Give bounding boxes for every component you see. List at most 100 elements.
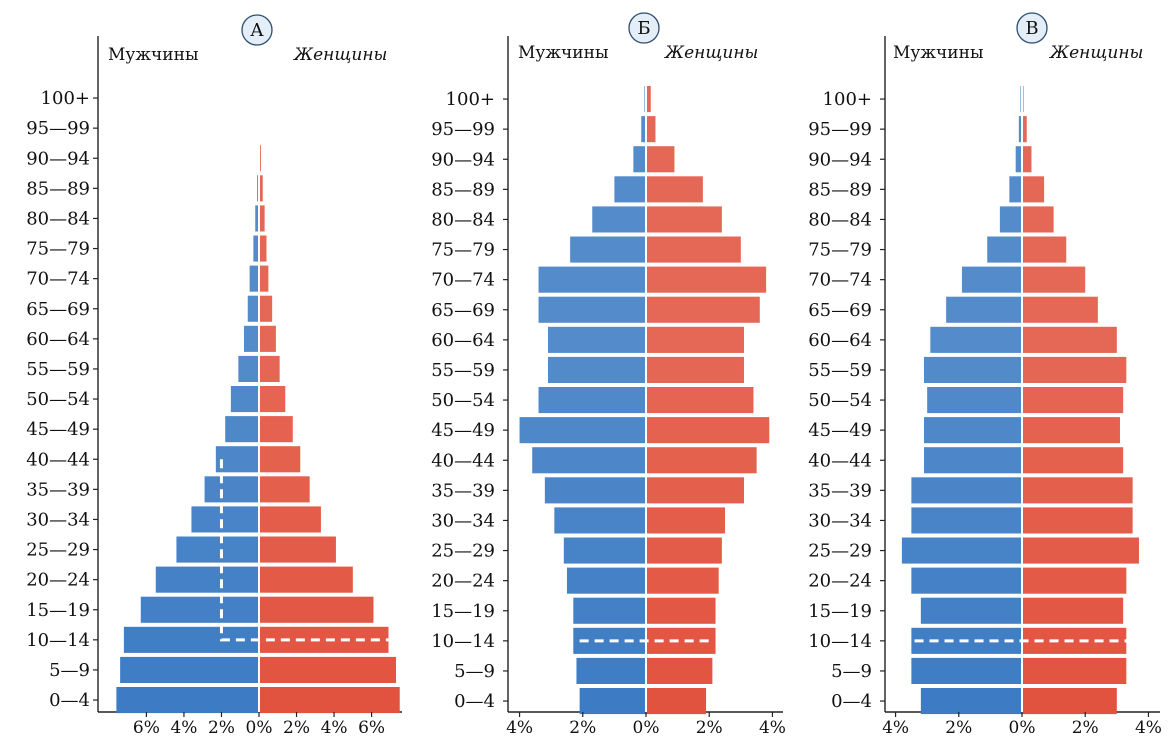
- male-header: Мужчины: [893, 43, 983, 63]
- age-label: 95—99: [431, 119, 495, 140]
- male-bar-5: [176, 536, 259, 563]
- female-bar-16: [259, 205, 265, 232]
- male-bar-14: [249, 265, 259, 292]
- female-bar-10: [1022, 387, 1124, 414]
- male-bar-13: [247, 295, 259, 322]
- age-label: 90—94: [808, 149, 872, 170]
- female-bar-14: [259, 265, 269, 292]
- age-label: 15—19: [26, 600, 90, 621]
- female-bar-5: [1022, 537, 1139, 564]
- female-bar-5: [646, 537, 722, 564]
- male-bar-8: [924, 447, 1022, 474]
- age-label: 45—49: [431, 420, 495, 441]
- age-label: 35—39: [431, 480, 495, 501]
- female-bar-3: [259, 596, 374, 623]
- x-tick-label: 0%: [1009, 718, 1036, 738]
- age-label: 55—59: [26, 359, 90, 380]
- male-header: Мужчины: [518, 43, 608, 63]
- panel-letter: А: [250, 20, 264, 41]
- female-bar-8: [1022, 447, 1124, 474]
- x-tick-label: 4%: [321, 718, 348, 738]
- age-label: 0—4: [831, 691, 872, 712]
- age-label: 45—49: [808, 420, 872, 441]
- male-bar-12: [243, 325, 259, 352]
- male-bar-8: [215, 446, 259, 473]
- female-bar-4: [1022, 567, 1127, 594]
- age-label: 0—4: [49, 690, 90, 711]
- male-bar-4: [911, 567, 1022, 594]
- male-bar-1: [576, 657, 646, 684]
- age-label: 55—59: [431, 360, 495, 381]
- female-header: Женщины: [293, 45, 387, 65]
- pyramid-panel-2: 0—4 5—9 10—14 15—19 20—24 25—29 30—34 35—39 40—4…: [431, 12, 786, 738]
- age-label: 65—69: [26, 299, 90, 320]
- age-label: 45—49: [26, 419, 90, 440]
- female-bar-3: [646, 597, 716, 624]
- panel-letter-circle: [1016, 12, 1048, 44]
- female-bar-10: [646, 387, 754, 414]
- female-bar-18: [1022, 146, 1032, 173]
- pyramid-panel-1: 0—4 5—9 10—14 15—19 20—24 25—29 30—34 35—39 40—4…: [26, 14, 402, 738]
- female-bar-1: [259, 656, 396, 683]
- male-bar-17: [614, 176, 646, 203]
- male-header: Мужчины: [108, 45, 198, 65]
- female-bar-15: [1022, 236, 1067, 263]
- female-bar-12: [1022, 326, 1117, 353]
- age-label: 70—74: [26, 269, 90, 290]
- male-bar-1: [120, 656, 259, 683]
- age-label: 100+: [446, 89, 495, 110]
- male-bar-15: [253, 235, 259, 262]
- age-label: 100+: [823, 89, 872, 110]
- female-bar-3: [1022, 597, 1124, 624]
- female-bar-17: [259, 175, 263, 202]
- age-label: 30—34: [26, 509, 90, 530]
- female-bar-15: [646, 236, 741, 263]
- x-tick-label: 4%: [170, 718, 197, 738]
- age-label: 20—24: [26, 570, 90, 591]
- female-bar-9: [646, 417, 770, 444]
- male-bar-7: [204, 476, 259, 503]
- age-label: 90—94: [26, 148, 90, 169]
- age-label: 85—89: [431, 179, 495, 200]
- male-bar-7: [911, 477, 1022, 504]
- male-bar-5: [901, 537, 1022, 564]
- male-bar-12: [930, 326, 1022, 353]
- panel-letter-circle: [628, 12, 660, 44]
- female-bar-0: [1022, 688, 1117, 715]
- male-bar-15: [570, 236, 646, 263]
- male-bar-4: [566, 567, 646, 594]
- age-label: 65—69: [808, 300, 872, 321]
- male-bar-0: [579, 688, 646, 715]
- male-bar-0: [920, 688, 1022, 715]
- age-label: 30—34: [431, 510, 495, 531]
- age-label: 10—14: [431, 631, 495, 652]
- age-label: 70—74: [431, 270, 495, 291]
- female-bar-19: [1022, 116, 1027, 143]
- female-bar-16: [646, 206, 722, 233]
- female-bar-1: [1022, 657, 1127, 684]
- female-bar-13: [259, 295, 273, 322]
- female-bar-12: [646, 326, 744, 353]
- age-label: 25—29: [431, 541, 495, 562]
- age-label: 75—79: [808, 240, 872, 261]
- age-label: 20—24: [431, 571, 495, 592]
- x-tick-label: 4%: [1135, 718, 1162, 738]
- x-tick-label: 2%: [945, 718, 972, 738]
- age-label: 50—54: [26, 389, 90, 410]
- male-bar-6: [911, 507, 1022, 534]
- female-bar-17: [1022, 176, 1045, 203]
- male-bar-7: [544, 477, 646, 504]
- age-label: 55—59: [808, 360, 872, 381]
- female-bar-6: [259, 506, 321, 533]
- male-bar-8: [532, 447, 646, 474]
- x-tick-label: 2%: [1072, 718, 1099, 738]
- age-label: 60—64: [26, 329, 90, 350]
- x-tick-label: 4%: [759, 718, 786, 738]
- age-label: 40—44: [26, 449, 90, 470]
- male-bar-6: [191, 506, 259, 533]
- female-bar-5: [259, 536, 336, 563]
- x-tick-label: 6%: [133, 718, 160, 738]
- male-bar-16: [255, 205, 259, 232]
- female-bar-16: [1022, 206, 1054, 233]
